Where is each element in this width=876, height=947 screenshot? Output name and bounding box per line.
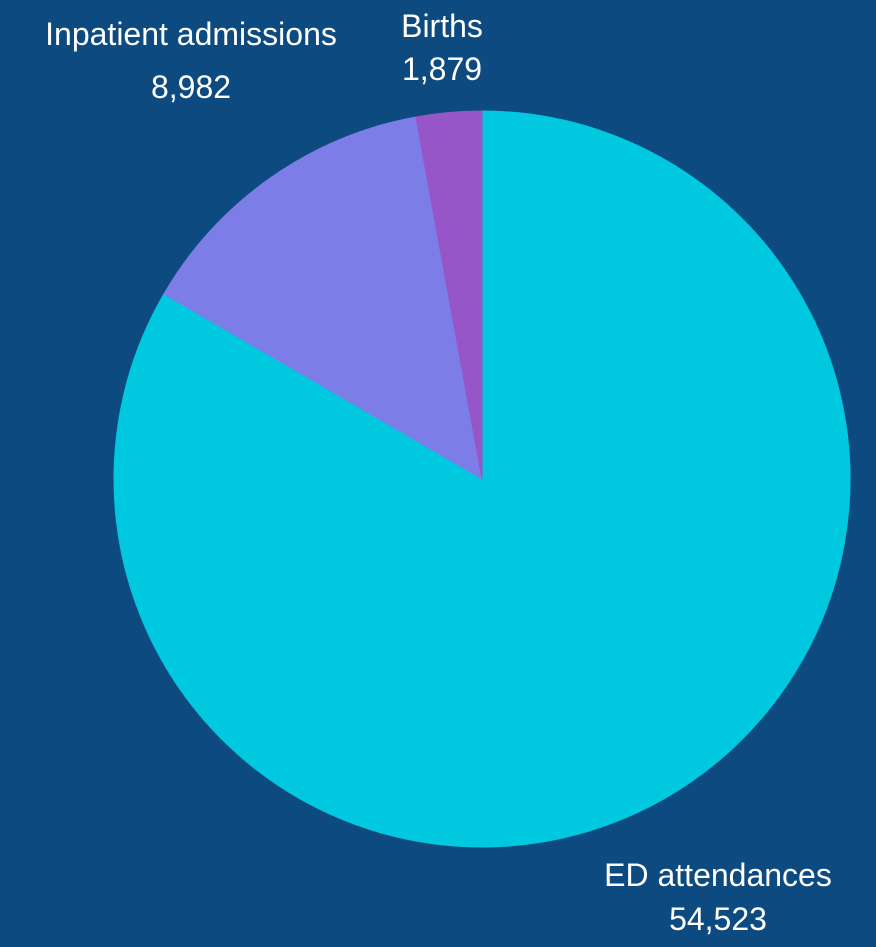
pie-slice-births (415, 110, 483, 480)
slice-value-inpatient-admissions: 8,982 (151, 69, 231, 105)
pie-slice-inpatient-admissions (163, 116, 483, 480)
pie-slice-ed-attendances (113, 110, 851, 848)
slice-label-ed-attendances: ED attendances (604, 857, 832, 893)
pie-slices (113, 110, 851, 848)
slice-value-births: 1,879 (402, 51, 482, 87)
slice-value-ed-attendances: 54,523 (669, 901, 767, 937)
slice-label-births: Births (401, 8, 483, 44)
slice-label-inpatient-admissions: Inpatient admissions (45, 16, 337, 52)
